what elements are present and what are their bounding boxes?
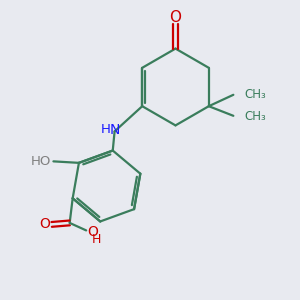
Text: H: H	[92, 233, 101, 246]
Text: O: O	[169, 10, 181, 25]
Text: HO: HO	[31, 155, 51, 168]
Text: CH₃: CH₃	[245, 110, 266, 123]
Text: H: H	[101, 123, 110, 136]
Text: O: O	[40, 217, 50, 231]
Text: N: N	[110, 123, 120, 137]
Text: CH₃: CH₃	[245, 88, 266, 101]
Text: O: O	[88, 225, 98, 239]
